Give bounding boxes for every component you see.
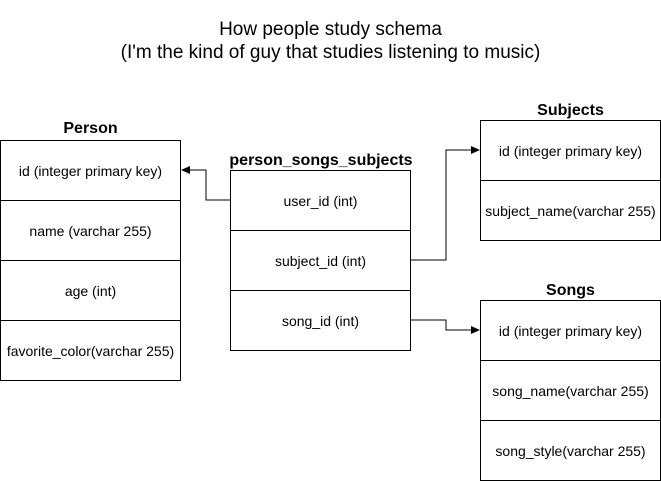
subjects-field-name: subject_name(varchar 255) <box>480 180 661 241</box>
join-field-song-id: song_id (int) <box>230 290 411 351</box>
arrowhead-songs <box>471 326 480 334</box>
songs-field-name: song_name(varchar 255) <box>480 360 661 421</box>
songs-table-title: Songs <box>546 282 595 299</box>
songs-field-id: id (integer primary key) <box>480 300 661 361</box>
connector-subject-to-subjects <box>411 149 472 261</box>
join-field-user-id: user_id (int) <box>230 170 411 231</box>
arrowhead-subjects <box>471 146 480 154</box>
person-field-id: id (integer primary key) <box>0 140 181 201</box>
diagram-title: How people study schema <box>219 19 442 40</box>
subjects-table-title: Subjects <box>537 102 604 119</box>
person-field-favorite-color: favorite_color(varchar 255) <box>0 320 181 381</box>
connector-user-to-person <box>189 169 230 201</box>
diagram-subtitle: (I'm the kind of guy that studies listen… <box>120 42 541 63</box>
join-table-title: person_songs_subjects <box>229 152 413 169</box>
songs-field-style: song_style(varchar 255) <box>480 420 661 481</box>
arrowhead-person <box>181 166 190 174</box>
join-field-subject-id: subject_id (int) <box>230 230 411 291</box>
subjects-field-id: id (integer primary key) <box>480 120 661 181</box>
person-field-name: name (varchar 255) <box>0 200 181 261</box>
connector-song-to-songs <box>411 319 472 331</box>
person-field-age: age (int) <box>0 260 181 321</box>
person-table-title: Person <box>63 120 118 137</box>
